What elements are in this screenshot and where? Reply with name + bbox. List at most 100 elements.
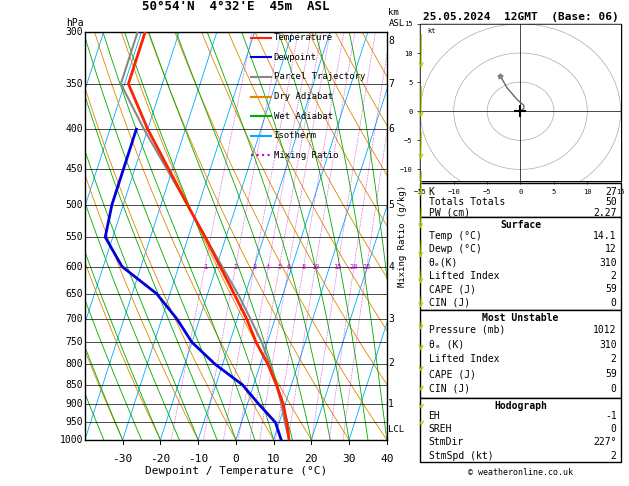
Text: 27: 27 bbox=[605, 187, 616, 197]
Text: Parcel Trajectory: Parcel Trajectory bbox=[274, 72, 365, 81]
Text: 5: 5 bbox=[388, 200, 394, 210]
Text: 310: 310 bbox=[599, 258, 616, 268]
Text: © weatheronline.co.uk: © weatheronline.co.uk bbox=[468, 469, 573, 477]
Text: -10: -10 bbox=[188, 454, 208, 464]
Text: Temperature: Temperature bbox=[274, 33, 333, 42]
Text: 1012: 1012 bbox=[593, 325, 616, 335]
Text: PW (cm): PW (cm) bbox=[428, 208, 470, 218]
Text: 227°: 227° bbox=[593, 437, 616, 447]
Text: 3: 3 bbox=[252, 263, 257, 270]
Text: 20: 20 bbox=[304, 454, 318, 464]
Text: Isotherm: Isotherm bbox=[274, 131, 316, 140]
Text: 59: 59 bbox=[605, 369, 616, 379]
Text: 2: 2 bbox=[611, 271, 616, 281]
Text: 950: 950 bbox=[66, 417, 84, 428]
Text: Hodograph: Hodograph bbox=[494, 401, 547, 411]
Text: Dewp (°C): Dewp (°C) bbox=[428, 244, 481, 255]
Bar bbox=[420, 310, 621, 398]
Text: Dewpoint: Dewpoint bbox=[274, 53, 316, 62]
Text: Lifted Index: Lifted Index bbox=[428, 354, 499, 364]
Text: Most Unstable: Most Unstable bbox=[482, 313, 559, 323]
Text: 850: 850 bbox=[66, 380, 84, 390]
Text: 6: 6 bbox=[388, 124, 394, 134]
Text: 1: 1 bbox=[203, 263, 207, 270]
Text: StmSpd (kt): StmSpd (kt) bbox=[428, 451, 493, 461]
Text: Lifted Index: Lifted Index bbox=[428, 271, 499, 281]
Text: 2: 2 bbox=[611, 354, 616, 364]
Text: 1000: 1000 bbox=[60, 435, 84, 445]
Text: Mixing Ratio (g/kg): Mixing Ratio (g/kg) bbox=[398, 185, 407, 287]
Text: 14.1: 14.1 bbox=[593, 231, 616, 241]
Text: hPa: hPa bbox=[66, 17, 84, 28]
Text: 600: 600 bbox=[66, 261, 84, 272]
Text: 450: 450 bbox=[66, 164, 84, 174]
Text: Wet Adiabat: Wet Adiabat bbox=[274, 112, 333, 121]
Text: 1: 1 bbox=[388, 399, 394, 409]
Text: 300: 300 bbox=[66, 27, 84, 36]
Text: km
ASL: km ASL bbox=[388, 8, 404, 28]
Text: 0: 0 bbox=[611, 384, 616, 394]
Text: 500: 500 bbox=[66, 200, 84, 210]
Text: 350: 350 bbox=[66, 79, 84, 89]
Text: θₑ (K): θₑ (K) bbox=[428, 340, 464, 350]
Text: CAPE (J): CAPE (J) bbox=[428, 284, 476, 295]
Text: 3: 3 bbox=[388, 314, 394, 324]
Text: SREH: SREH bbox=[428, 424, 452, 434]
Text: 25: 25 bbox=[363, 263, 371, 270]
Bar bbox=[420, 24, 621, 181]
Text: -20: -20 bbox=[150, 454, 170, 464]
Text: 650: 650 bbox=[66, 289, 84, 299]
Text: 900: 900 bbox=[66, 399, 84, 409]
Text: 10: 10 bbox=[311, 263, 320, 270]
Bar bbox=[420, 217, 621, 310]
Text: 700: 700 bbox=[66, 314, 84, 324]
Text: 750: 750 bbox=[66, 337, 84, 347]
Text: 4: 4 bbox=[266, 263, 270, 270]
Text: 7: 7 bbox=[388, 79, 394, 89]
Bar bbox=[420, 398, 621, 462]
Text: 2: 2 bbox=[388, 358, 394, 368]
Text: CIN (J): CIN (J) bbox=[428, 384, 470, 394]
Text: 0: 0 bbox=[611, 298, 616, 308]
Bar bbox=[420, 184, 621, 217]
Text: 20: 20 bbox=[350, 263, 359, 270]
Text: 30: 30 bbox=[342, 454, 356, 464]
Text: kt: kt bbox=[427, 28, 435, 34]
Text: 25.05.2024  12GMT  (Base: 06): 25.05.2024 12GMT (Base: 06) bbox=[423, 12, 618, 22]
Text: 4: 4 bbox=[388, 262, 394, 272]
Text: 59: 59 bbox=[605, 284, 616, 295]
Text: StmDir: StmDir bbox=[428, 437, 464, 447]
Text: EH: EH bbox=[428, 411, 440, 421]
Text: 8: 8 bbox=[388, 35, 394, 46]
Text: Mixing Ratio: Mixing Ratio bbox=[274, 151, 338, 160]
Text: 40: 40 bbox=[380, 454, 394, 464]
Text: Surface: Surface bbox=[500, 220, 541, 230]
Text: 550: 550 bbox=[66, 232, 84, 242]
Text: 310: 310 bbox=[599, 340, 616, 350]
Text: Totals Totals: Totals Totals bbox=[428, 197, 505, 207]
Text: 800: 800 bbox=[66, 359, 84, 369]
Text: Temp (°C): Temp (°C) bbox=[428, 231, 481, 241]
Text: -30: -30 bbox=[113, 454, 133, 464]
Text: LCL: LCL bbox=[388, 425, 404, 434]
Text: 10: 10 bbox=[267, 454, 281, 464]
Text: 5: 5 bbox=[277, 263, 282, 270]
Text: CIN (J): CIN (J) bbox=[428, 298, 470, 308]
Text: 0: 0 bbox=[611, 424, 616, 434]
Text: 2.27: 2.27 bbox=[593, 208, 616, 218]
Text: 12: 12 bbox=[605, 244, 616, 255]
Text: 0: 0 bbox=[233, 454, 239, 464]
Text: Pressure (mb): Pressure (mb) bbox=[428, 325, 505, 335]
Text: 15: 15 bbox=[333, 263, 342, 270]
Text: 50: 50 bbox=[605, 197, 616, 207]
Text: 6: 6 bbox=[286, 263, 291, 270]
Text: 8: 8 bbox=[301, 263, 306, 270]
Text: 2: 2 bbox=[611, 451, 616, 461]
Text: 2: 2 bbox=[233, 263, 238, 270]
Text: -1: -1 bbox=[605, 411, 616, 421]
Text: K: K bbox=[428, 187, 435, 197]
Text: 50°54'N  4°32'E  45m  ASL: 50°54'N 4°32'E 45m ASL bbox=[142, 0, 330, 13]
Text: CAPE (J): CAPE (J) bbox=[428, 369, 476, 379]
Text: Dry Adiabat: Dry Adiabat bbox=[274, 92, 333, 101]
Text: 400: 400 bbox=[66, 124, 84, 134]
